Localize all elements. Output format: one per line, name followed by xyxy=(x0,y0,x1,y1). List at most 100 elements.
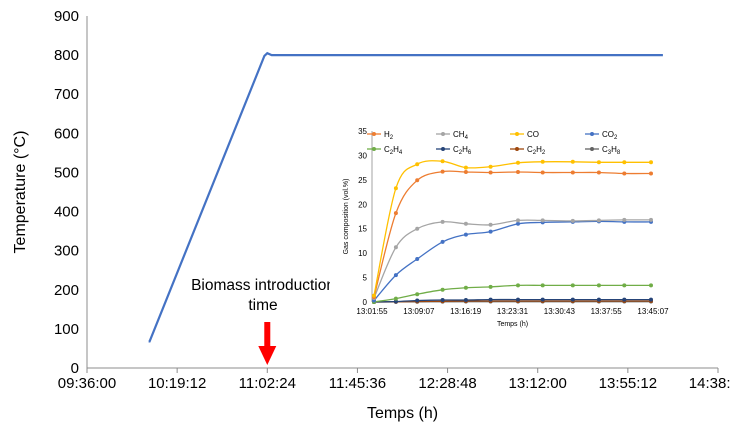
legend-swatch-marker xyxy=(372,147,376,151)
annotation-line-2: time xyxy=(248,297,277,314)
inset-data-point xyxy=(570,159,575,164)
main-x-tick-label: 11:02:24 xyxy=(239,375,296,392)
legend-label: CH4 xyxy=(453,130,469,141)
legend-swatch-marker xyxy=(515,132,519,136)
legend-swatch-marker xyxy=(590,132,594,136)
inset-x-tick-label: 13:09:07 xyxy=(403,307,435,316)
inset-data-point xyxy=(463,285,468,290)
inset-data-point xyxy=(570,283,575,288)
legend-label: C3H8 xyxy=(602,145,621,156)
main-y-tick-label: 900 xyxy=(54,8,79,25)
inset-x-tick-label: 13:37:55 xyxy=(591,307,623,316)
legend-label: CO2 xyxy=(602,130,618,141)
inset-data-point xyxy=(596,170,601,175)
inset-data-point xyxy=(540,159,545,164)
inset-data-point xyxy=(488,284,493,289)
inset-gas-composition-chart: 0 5 10 15 20 25 30 35 13:01:55 13:09:07 13:16:19 13… xyxy=(330,120,688,348)
inset-data-point xyxy=(463,170,468,174)
inset-data-point xyxy=(440,298,445,302)
inset-data-point xyxy=(649,171,653,176)
inset-data-point xyxy=(649,297,653,302)
inset-x-tick-label: 13:16:19 xyxy=(450,307,482,316)
inset-data-point xyxy=(393,273,398,278)
inset-data-point xyxy=(622,171,627,176)
legend-swatch-marker xyxy=(515,147,519,151)
inset-data-point xyxy=(649,283,653,288)
inset-y-tick-label: 0 xyxy=(363,298,368,307)
inset-y-tick-label: 15 xyxy=(358,225,367,234)
inset-y-tick-label: 35 xyxy=(358,127,367,136)
main-y-tick-label: 0 xyxy=(71,360,79,377)
inset-series-line xyxy=(373,220,652,301)
inset-data-point xyxy=(393,296,398,301)
inset-data-point xyxy=(440,287,445,292)
inset-y-tick-label: 5 xyxy=(363,274,368,283)
legend-label: C2H6 xyxy=(453,145,472,156)
legend-label: C2H2 xyxy=(527,145,546,156)
inset-data-point xyxy=(415,226,420,231)
inset-data-point xyxy=(488,170,493,175)
main-y-tick-label: 500 xyxy=(54,164,79,181)
inset-data-point xyxy=(415,162,420,167)
inset-data-point xyxy=(440,159,445,164)
inset-data-point xyxy=(440,169,445,174)
inset-x-tick-label: 13:45:07 xyxy=(637,307,669,316)
inset-data-point xyxy=(570,218,575,223)
main-x-axis-title: Temps (h) xyxy=(367,405,438,422)
inset-data-point xyxy=(570,297,575,302)
inset-data-point xyxy=(516,160,520,165)
inset-y-tick-label: 10 xyxy=(358,249,367,258)
inset-data-point xyxy=(649,160,653,165)
main-x-tick-label: 11:45:36 xyxy=(329,375,386,392)
inset-x-tick-label: 13:30:43 xyxy=(544,307,576,316)
inset-data-point xyxy=(596,160,601,165)
inset-data-point xyxy=(393,186,398,191)
inset-data-point xyxy=(463,221,468,226)
legend-swatch-marker xyxy=(372,132,376,136)
inset-y-tick-label: 30 xyxy=(358,151,367,160)
inset-data-point xyxy=(596,218,601,223)
inset-data-point xyxy=(463,298,468,302)
main-x-tick-label: 13:55:12 xyxy=(599,375,657,392)
inset-data-point xyxy=(488,297,493,302)
main-x-tick-label: 13:12:00 xyxy=(509,375,567,392)
inset-data-point xyxy=(415,292,420,297)
main-x-tick-label: 09:36:00 xyxy=(58,375,116,392)
main-y-tick-label: 300 xyxy=(54,243,79,260)
legend-label: C2H4 xyxy=(384,145,403,156)
inset-data-point xyxy=(463,232,468,237)
inset-data-point xyxy=(488,229,493,234)
inset-data-point xyxy=(415,298,420,303)
inset-data-point xyxy=(622,217,627,222)
inset-data-point xyxy=(622,283,627,288)
inset-data-point xyxy=(540,297,545,302)
inset-data-point xyxy=(440,219,445,224)
legend-label: H2 xyxy=(384,130,394,141)
legend-label: CO xyxy=(527,130,539,139)
inset-data-point xyxy=(516,170,520,174)
main-y-tick-label: 400 xyxy=(54,204,79,221)
inset-data-point xyxy=(516,297,520,302)
arrow-shaft xyxy=(264,322,271,348)
inset-y-tick-label: 25 xyxy=(358,176,367,185)
legend-swatch-marker xyxy=(441,147,445,151)
legend-swatch-marker xyxy=(441,132,445,136)
inset-data-point xyxy=(415,178,420,183)
temperature-series-line xyxy=(148,51,663,343)
inset-data-point xyxy=(622,160,627,165)
main-y-tick-label: 700 xyxy=(54,86,79,103)
main-y-tick-label: 100 xyxy=(54,321,79,338)
inset-data-point xyxy=(570,170,575,175)
main-x-tick-label: 12:28:48 xyxy=(418,375,476,392)
main-x-tick-label: 10:19:12 xyxy=(148,375,206,392)
inset-data-point xyxy=(488,222,493,227)
inset-data-point xyxy=(372,293,376,298)
inset-data-point xyxy=(596,297,601,302)
inset-data-point xyxy=(622,297,627,302)
inset-data-point xyxy=(516,221,520,226)
inset-data-point xyxy=(415,257,420,261)
inset-y-axis-title: Gas composition (vol.%) xyxy=(343,179,350,255)
